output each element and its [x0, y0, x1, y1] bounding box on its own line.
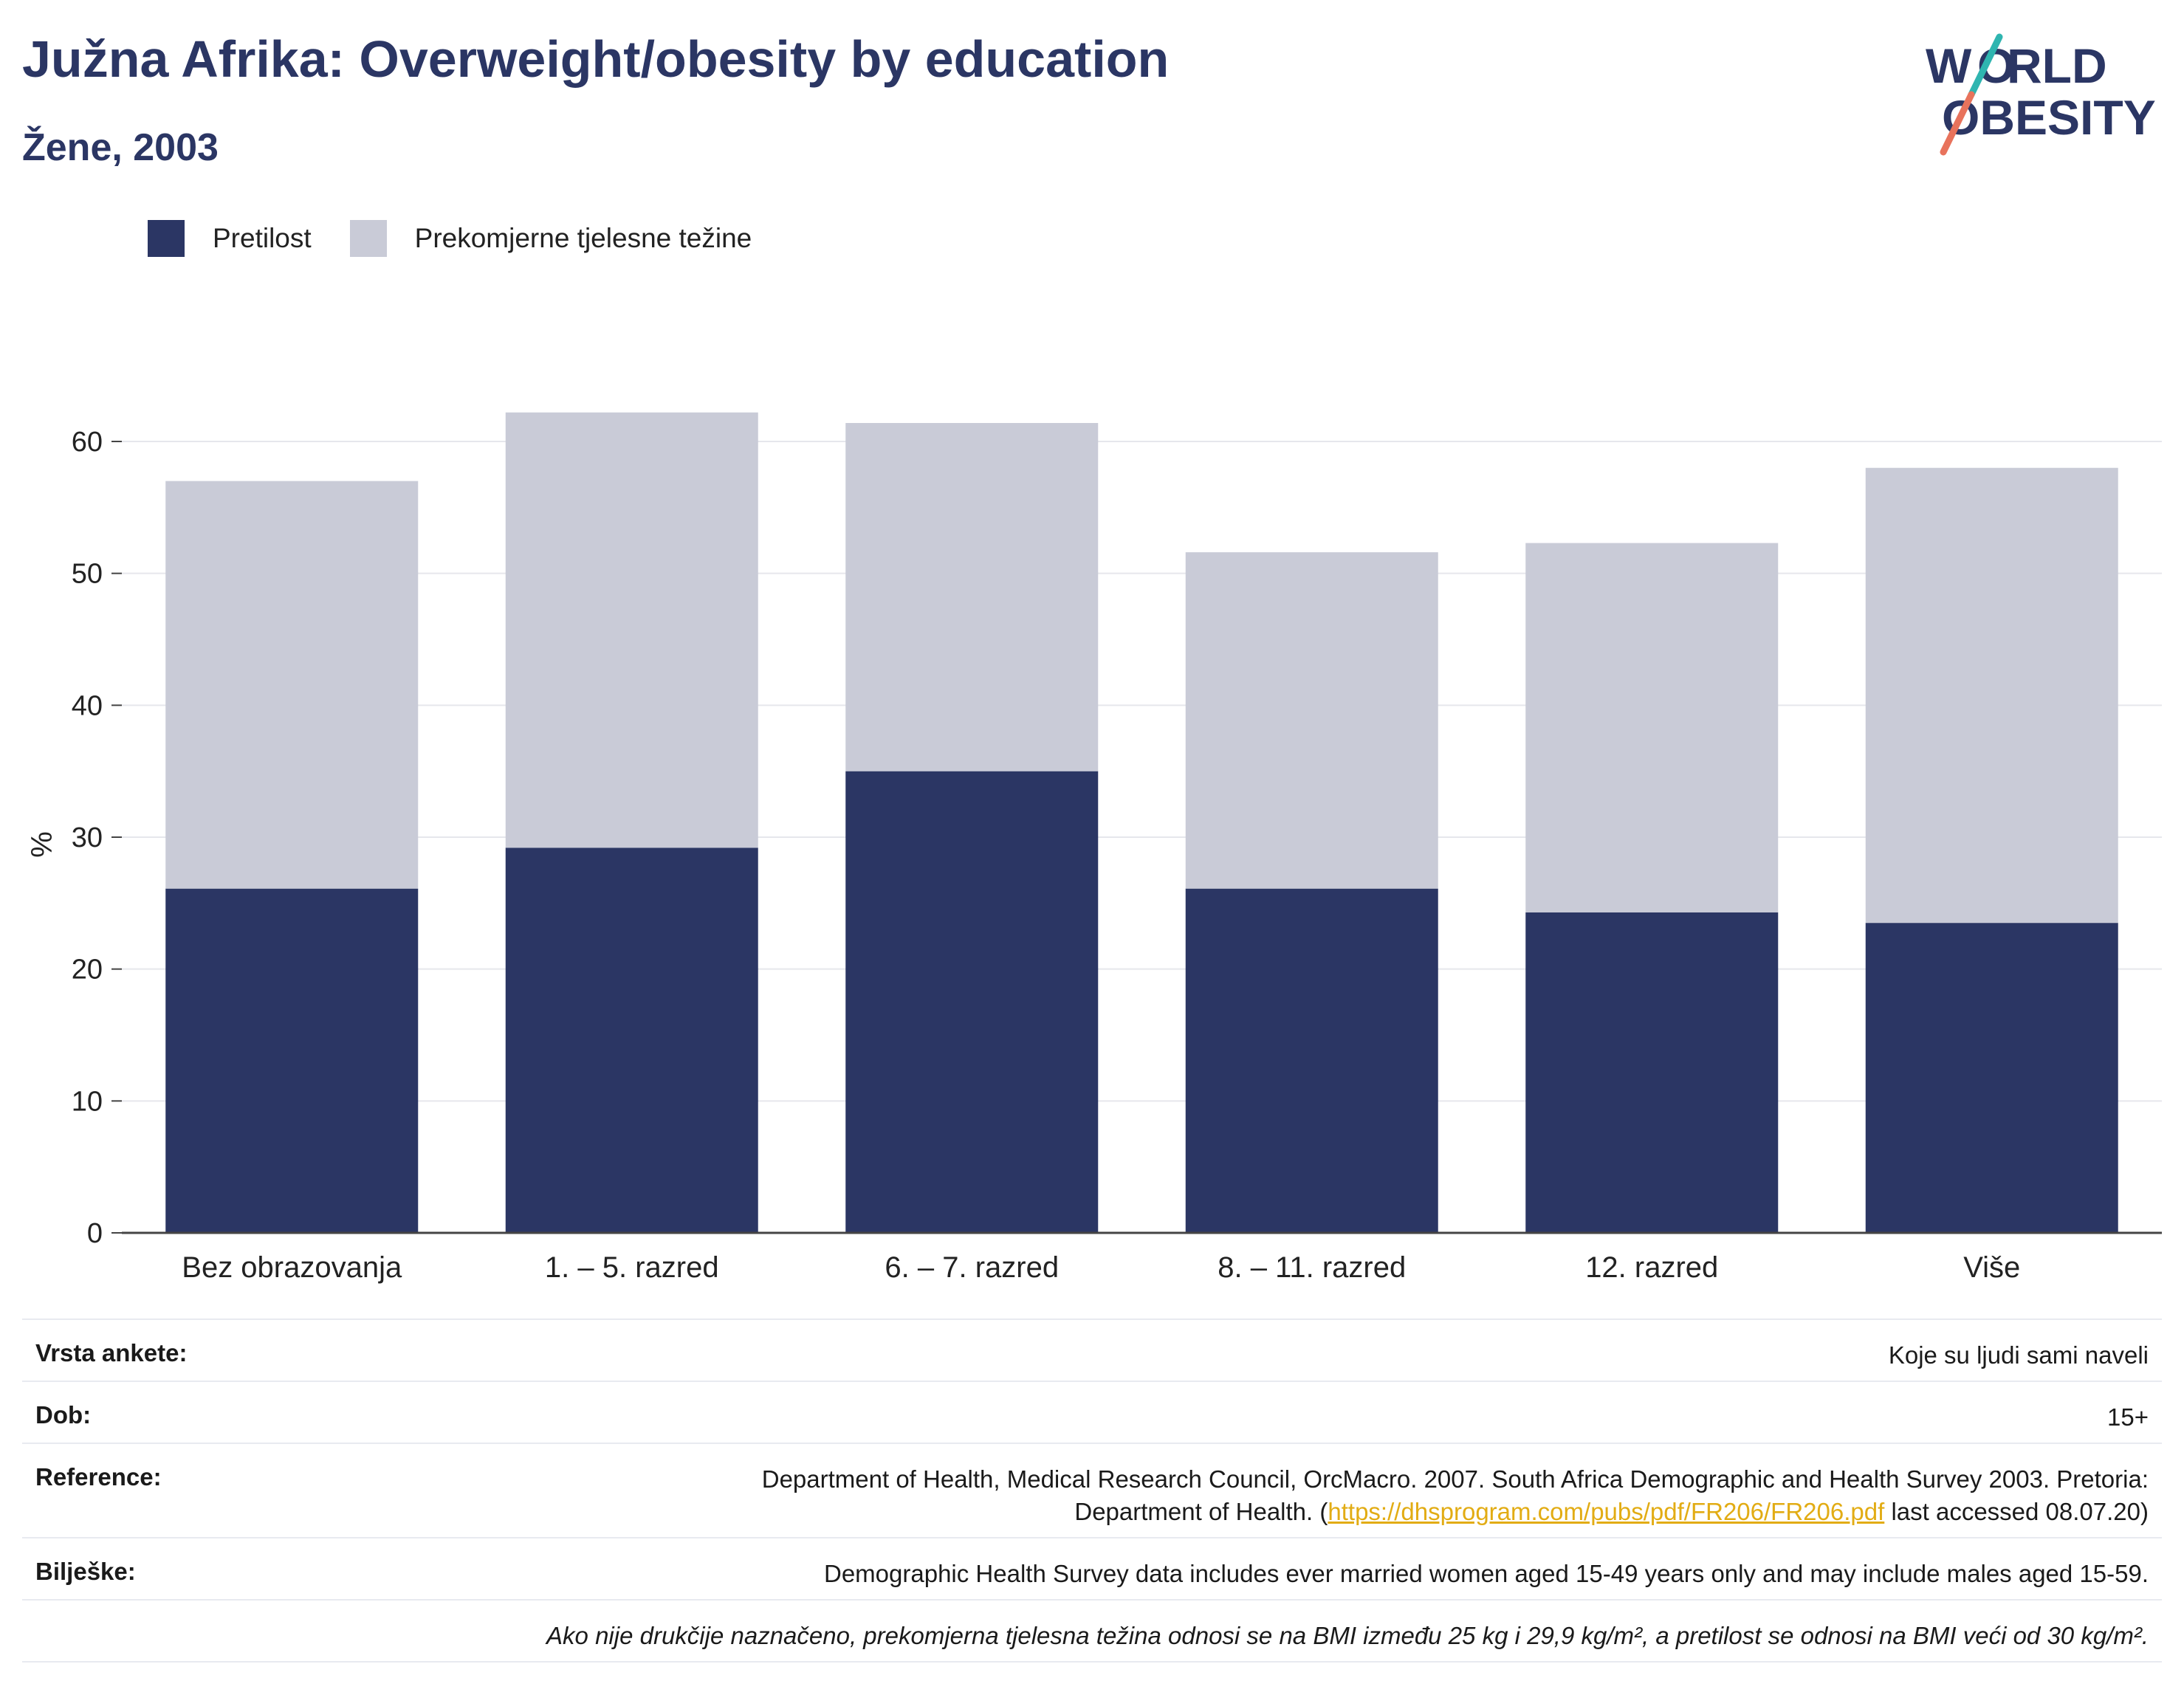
- bar-chart: 0 10 20 30 40 50 60% Bez obrazovanja 1. – 5. raz…: [26, 412, 2162, 1284]
- definition-note: Ako nije drukčije naznačeno, prekomjerna…: [546, 1622, 2149, 1649]
- xtick-label-3: 8. – 11. razred: [1218, 1251, 1406, 1284]
- reference-label: Reference:: [35, 1463, 162, 1491]
- xtick-label-5: Više: [1963, 1251, 2020, 1284]
- bar-obesity-3: [1185, 888, 1438, 1233]
- legend-swatch-overweight: [349, 220, 387, 257]
- survey-value: Koje su ljudi sami naveli: [1888, 1341, 2149, 1369]
- reference-value: Department of Health, Medical Research C…: [762, 1444, 2149, 1528]
- bar-overweight-1: [505, 412, 758, 848]
- xtick-label-2: 6. – 7. razred: [885, 1251, 1059, 1284]
- info-row-survey: Vrsta ankete: Koje su ljudi sami naveli: [22, 1318, 2162, 1381]
- bar-overweight-0: [165, 481, 419, 889]
- bar-overweight-4: [1525, 543, 1779, 912]
- ytick-label-30: 30: [72, 822, 103, 853]
- info-table: Vrsta ankete: Koje su ljudi sami naveli …: [22, 1318, 2162, 1663]
- info-row-reference: Reference: Department of Health, Medical…: [22, 1443, 2162, 1537]
- world-obesity-logo: W RLD O OBESITY: [1926, 33, 2156, 156]
- ytick-label-60: 60: [72, 427, 103, 458]
- bar-obesity-5: [1865, 923, 2118, 1233]
- bar-overweight-2: [845, 422, 1099, 771]
- svg-text:OBESITY: OBESITY: [1942, 90, 2156, 145]
- ytick-label-0: 0: [87, 1218, 103, 1249]
- reference-link[interactable]: https://dhsprogram.com/pubs/pdf/FR206/FR…: [1328, 1498, 1885, 1525]
- bar-obesity-0: [165, 888, 419, 1233]
- age-label: Dob:: [35, 1401, 92, 1428]
- legend-label-obesity: Pretilost: [213, 223, 312, 253]
- page-title: Južna Afrika: Overweight/obesity by educ…: [22, 30, 1170, 88]
- reference-text-3: last accessed 08.07.20): [1884, 1498, 2149, 1525]
- info-row-notes: Bilješke: Demographic Health Survey data…: [22, 1537, 2162, 1599]
- ytick-label-10: 10: [72, 1086, 103, 1117]
- ytick-label-20: 20: [72, 955, 103, 986]
- reference-text-2: Department of Health. (: [1074, 1498, 1328, 1525]
- y-axis-label: %: [26, 831, 58, 858]
- xtick-label-1: 1. – 5. razred: [545, 1251, 719, 1284]
- legend-swatch-obesity: [148, 220, 185, 257]
- ytick-label-50: 50: [72, 559, 103, 590]
- chart-legend: Pretilost Prekomjerne tjelesne težine: [148, 220, 790, 257]
- legend-label-overweight: Prekomjerne tjelesne težine: [414, 223, 752, 253]
- bar-overweight-5: [1865, 467, 2118, 924]
- info-row-age: Dob: 15+: [22, 1381, 2162, 1443]
- legend-item-obesity: Pretilost: [148, 220, 312, 257]
- xtick-label-4: 12. razred: [1585, 1251, 1718, 1284]
- info-row-definition: Ako nije drukčije naznačeno, prekomjerna…: [22, 1599, 2162, 1663]
- survey-label: Vrsta ankete:: [35, 1339, 188, 1366]
- notes-label: Bilješke:: [35, 1558, 136, 1585]
- bar-obesity-4: [1525, 912, 1779, 1233]
- age-value: 15+: [2107, 1403, 2149, 1431]
- bar-overweight-3: [1185, 552, 1438, 889]
- svg-text:W: W: [1926, 38, 1972, 93]
- page-subtitle: Žene, 2003: [22, 126, 219, 169]
- bar-obesity-1: [505, 848, 758, 1233]
- legend-item-overweight: Prekomjerne tjelesne težine: [349, 220, 752, 257]
- ytick-label-40: 40: [72, 690, 103, 721]
- svg-text:RLD: RLD: [2007, 38, 2107, 93]
- notes-value: Demographic Health Survey data includes …: [824, 1560, 2149, 1587]
- xtick-label-0: Bez obrazovanja: [182, 1251, 402, 1284]
- bar-obesity-2: [845, 771, 1099, 1233]
- reference-text-1: Department of Health, Medical Research C…: [761, 1465, 2149, 1493]
